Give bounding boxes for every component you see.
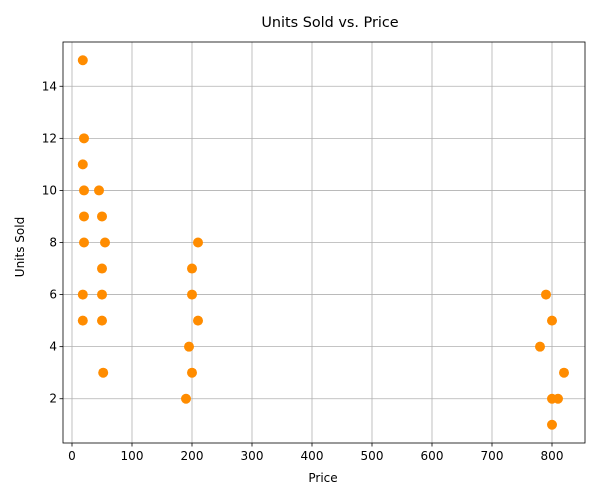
data-point xyxy=(559,367,569,378)
y-tick-label: 12 xyxy=(42,131,57,145)
x-tick-label: 0 xyxy=(68,449,76,463)
x-tick-label: 200 xyxy=(181,449,204,463)
data-point xyxy=(79,185,89,196)
y-tick-label: 6 xyxy=(49,288,57,302)
data-point xyxy=(541,289,551,300)
y-tick-label: 14 xyxy=(42,79,57,93)
x-tick-label: 100 xyxy=(121,449,144,463)
y-axis-label: Units Sold xyxy=(13,217,27,277)
data-point xyxy=(97,211,107,222)
y-axis-ticks: 2 4 6 8 10 12 14 xyxy=(42,79,63,406)
data-point xyxy=(97,289,107,300)
x-tick-label: 400 xyxy=(301,449,324,463)
chart-title: Units Sold vs. Price xyxy=(261,15,398,31)
data-point xyxy=(193,315,203,326)
x-axis-ticks: 0 100 200 300 400 500 600 700 800 xyxy=(68,443,563,463)
data-point xyxy=(184,341,194,352)
data-point xyxy=(77,159,88,170)
x-tick-label: 600 xyxy=(421,449,444,463)
data-point xyxy=(98,367,109,378)
data-point xyxy=(187,367,197,378)
data-point xyxy=(547,419,557,430)
data-point xyxy=(547,315,557,326)
data-point xyxy=(77,289,88,300)
y-tick-label: 8 xyxy=(49,236,57,250)
data-point xyxy=(187,289,197,300)
data-point xyxy=(97,315,107,326)
data-point xyxy=(187,263,197,274)
data-point xyxy=(77,315,88,326)
data-point xyxy=(553,393,563,404)
data-point xyxy=(193,237,203,248)
data-point xyxy=(94,185,104,196)
x-tick-label: 700 xyxy=(481,449,504,463)
data-point xyxy=(79,237,89,248)
data-point xyxy=(79,133,89,144)
data-point xyxy=(535,341,545,352)
x-tick-label: 300 xyxy=(241,449,264,463)
grid-lines xyxy=(63,42,585,443)
y-tick-label: 4 xyxy=(49,340,57,354)
x-tick-label: 800 xyxy=(541,449,564,463)
data-point xyxy=(100,237,110,248)
data-point xyxy=(77,55,88,66)
x-axis-label: Price xyxy=(308,471,337,485)
x-tick-label: 500 xyxy=(361,449,384,463)
data-points xyxy=(77,55,569,430)
y-tick-label: 10 xyxy=(42,183,57,197)
y-tick-label: 2 xyxy=(49,392,57,406)
data-point xyxy=(181,393,191,404)
data-point xyxy=(97,263,107,274)
data-point xyxy=(79,211,89,222)
